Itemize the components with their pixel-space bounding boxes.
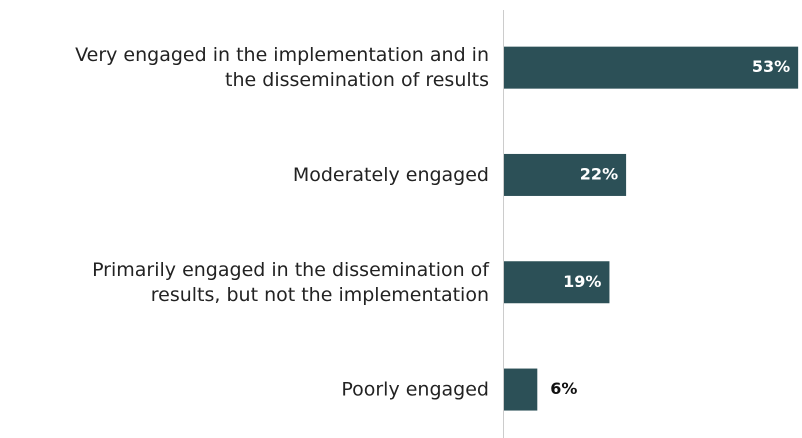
category-line: Poorly engaged: [341, 378, 489, 400]
category-line: results, but not the implementation: [151, 283, 489, 305]
value-label: 22%: [580, 164, 618, 183]
category-label: Primarily engaged in the dissemination o…: [92, 258, 490, 305]
category-line: Very engaged in the implementation and i…: [75, 44, 489, 66]
category-line: Primarily engaged in the dissemination o…: [92, 258, 490, 280]
category-line: Moderately engaged: [293, 163, 489, 185]
category-line: the dissemination of results: [225, 69, 489, 91]
bar: [504, 46, 799, 89]
category-label: Poorly engaged: [341, 378, 489, 400]
category-label: Moderately engaged: [293, 163, 489, 185]
value-label: 6%: [550, 379, 577, 398]
value-label: 19%: [563, 272, 601, 291]
category-label: Very engaged in the implementation and i…: [75, 44, 489, 91]
bar: [504, 153, 627, 196]
bar: [504, 368, 538, 411]
value-label: 53%: [752, 57, 790, 76]
bar: [504, 261, 610, 304]
